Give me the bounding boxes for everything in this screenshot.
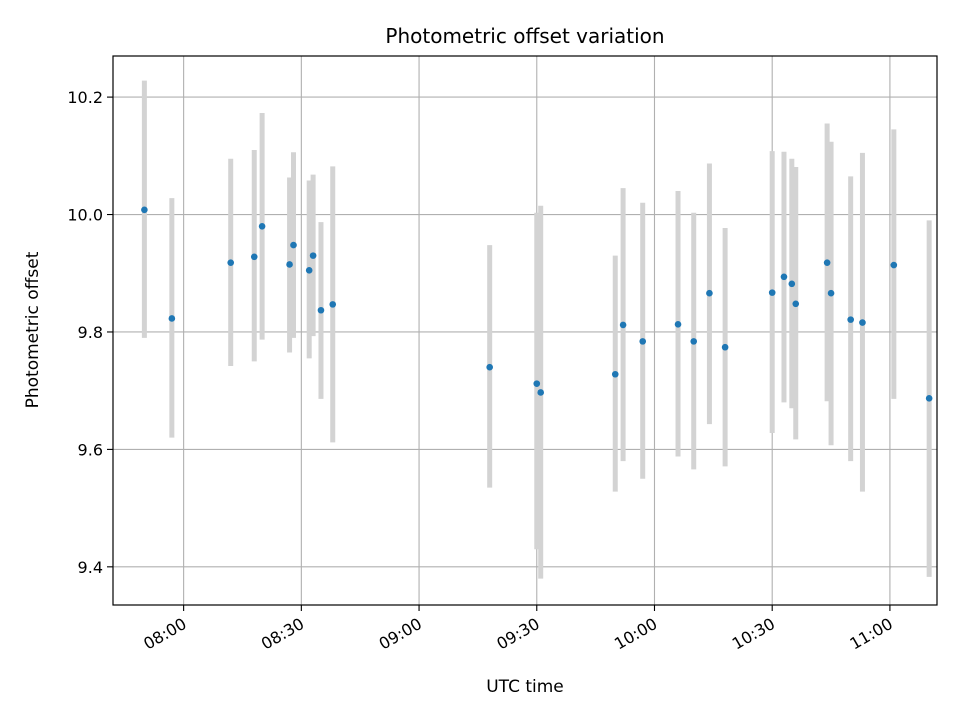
y-tick-label: 9.6 [78, 440, 103, 459]
plot-frame [112, 55, 938, 606]
y-axis-ticks: 9.4 9.6 9.8 10.0 10.2 [67, 88, 113, 577]
y-tick-label: 9.4 [78, 558, 103, 577]
data-point [250, 253, 258, 261]
data-point [227, 259, 235, 266]
data-point [925, 395, 933, 402]
data-point [258, 222, 266, 230]
data-point [619, 321, 627, 329]
data-point [788, 280, 796, 288]
y-tick-label: 9.8 [78, 323, 103, 342]
data-point [290, 241, 297, 249]
chart-title: Photometric offset variation [385, 24, 664, 48]
plot-area-background [113, 56, 937, 605]
data-point [827, 289, 835, 297]
data-point [721, 343, 729, 351]
data-point [533, 380, 541, 387]
data-point [768, 289, 776, 296]
y-axis-label: Photometric offset [23, 251, 43, 408]
data-point [780, 273, 788, 281]
data-point [690, 338, 698, 345]
data-point [890, 261, 898, 269]
data-point [537, 389, 544, 396]
data-point [329, 301, 337, 308]
data-point [706, 289, 713, 297]
data-point [847, 316, 854, 323]
data-point [859, 319, 866, 326]
data-point [141, 206, 148, 214]
data-points [141, 206, 933, 402]
data-point [611, 370, 619, 378]
data-point [486, 363, 493, 371]
data-point [309, 252, 317, 259]
data-point [674, 321, 682, 328]
data-point [168, 315, 176, 322]
y-tick-label: 10.2 [67, 88, 103, 107]
x-axis-label: UTC time [486, 677, 564, 697]
data-point [317, 306, 325, 314]
y-tick-label: 10.0 [67, 206, 103, 225]
data-point [792, 300, 800, 308]
data-point [286, 261, 293, 268]
data-point [305, 267, 313, 274]
data-point [823, 259, 831, 266]
data-point [639, 338, 647, 345]
grid-lines [113, 56, 937, 605]
